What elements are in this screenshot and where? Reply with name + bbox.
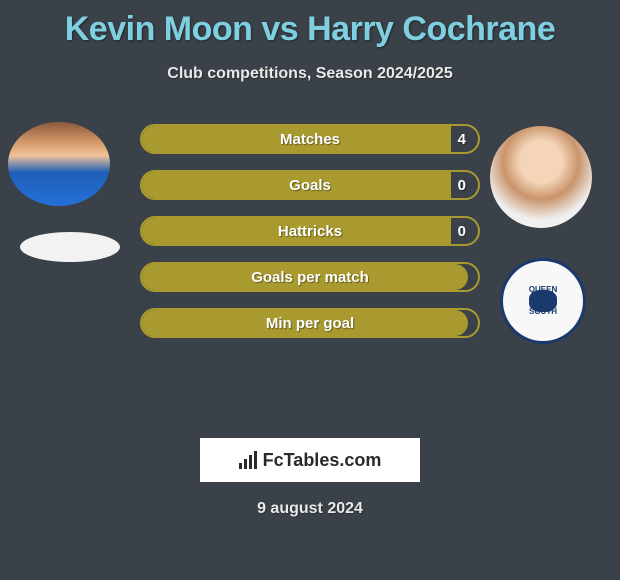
stat-bar-label: Min per goal <box>142 315 478 332</box>
stat-bar-label: Matches <box>142 131 478 148</box>
page-subtitle: Club competitions, Season 2024/2025 <box>0 65 620 83</box>
page-title: Kevin Moon vs Harry Cochrane <box>0 0 620 49</box>
stat-bar-label: Goals <box>142 177 478 194</box>
club-left-logo <box>20 232 120 262</box>
stat-bar: Goals0 <box>140 170 480 200</box>
stat-bar-label: Hattricks <box>142 223 478 240</box>
stat-bar: Hattricks0 <box>140 216 480 246</box>
stat-bar-value: 0 <box>458 177 466 194</box>
watermark: FcTables.com <box>200 438 420 482</box>
bar-chart-icon <box>239 451 257 469</box>
stat-bar-label: Goals per match <box>142 269 478 286</box>
player-left-avatar <box>8 122 110 206</box>
watermark-text: FcTables.com <box>263 450 382 471</box>
club-right-logo: QUEEN SOUTH <box>500 258 586 344</box>
player-right-avatar <box>490 126 592 228</box>
stat-bar: Matches4 <box>140 124 480 154</box>
stat-bar-value: 0 <box>458 223 466 240</box>
stats-bars: Matches4Goals0Hattricks0Goals per matchM… <box>140 124 480 354</box>
stat-bar: Goals per match <box>140 262 480 292</box>
stat-bar: Min per goal <box>140 308 480 338</box>
stat-bar-value: 4 <box>458 131 466 148</box>
date-text: 9 august 2024 <box>0 500 620 518</box>
